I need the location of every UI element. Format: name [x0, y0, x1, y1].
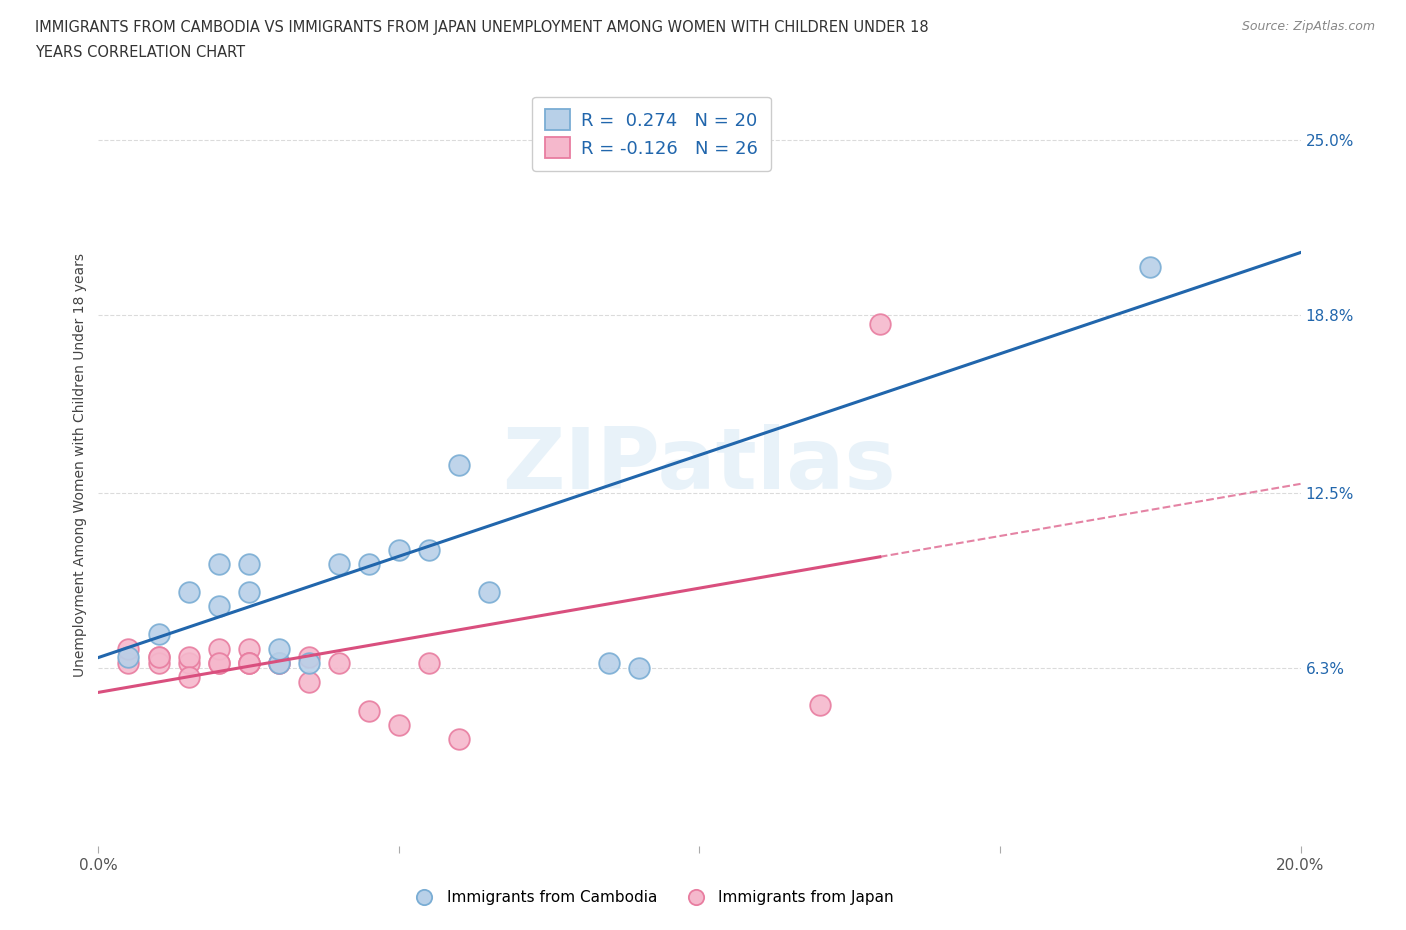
- Point: [808, 698, 831, 712]
- Point: [478, 585, 501, 600]
- Legend: Immigrants from Cambodia, Immigrants from Japan: Immigrants from Cambodia, Immigrants fro…: [402, 884, 900, 911]
- Point: [177, 656, 200, 671]
- Point: [357, 556, 380, 571]
- Text: ZIPatlas: ZIPatlas: [502, 423, 897, 507]
- Point: [357, 703, 380, 718]
- Point: [328, 656, 350, 671]
- Point: [267, 641, 290, 656]
- Point: [298, 675, 321, 690]
- Point: [117, 641, 139, 656]
- Point: [267, 656, 290, 671]
- Point: [148, 650, 170, 665]
- Point: [298, 650, 321, 665]
- Point: [148, 627, 170, 642]
- Text: Source: ZipAtlas.com: Source: ZipAtlas.com: [1241, 20, 1375, 33]
- Text: YEARS CORRELATION CHART: YEARS CORRELATION CHART: [35, 45, 245, 60]
- Point: [1139, 259, 1161, 274]
- Point: [208, 656, 231, 671]
- Text: IMMIGRANTS FROM CAMBODIA VS IMMIGRANTS FROM JAPAN UNEMPLOYMENT AMONG WOMEN WITH : IMMIGRANTS FROM CAMBODIA VS IMMIGRANTS F…: [35, 20, 929, 35]
- Point: [418, 656, 440, 671]
- Y-axis label: Unemployment Among Women with Children Under 18 years: Unemployment Among Women with Children U…: [73, 253, 87, 677]
- Point: [177, 670, 200, 684]
- Point: [298, 656, 321, 671]
- Point: [238, 656, 260, 671]
- Point: [598, 656, 620, 671]
- Point: [447, 458, 470, 472]
- Point: [418, 542, 440, 557]
- Point: [388, 717, 411, 732]
- Point: [177, 650, 200, 665]
- Point: [117, 656, 139, 671]
- Point: [177, 585, 200, 600]
- Point: [388, 542, 411, 557]
- Point: [208, 556, 231, 571]
- Point: [208, 641, 231, 656]
- Point: [148, 650, 170, 665]
- Point: [628, 661, 651, 676]
- Point: [328, 556, 350, 571]
- Point: [869, 316, 891, 331]
- Point: [238, 656, 260, 671]
- Point: [267, 656, 290, 671]
- Point: [238, 641, 260, 656]
- Point: [238, 585, 260, 600]
- Point: [447, 732, 470, 747]
- Point: [148, 656, 170, 671]
- Point: [117, 650, 139, 665]
- Point: [208, 656, 231, 671]
- Point: [238, 556, 260, 571]
- Point: [208, 599, 231, 614]
- Point: [267, 656, 290, 671]
- Point: [238, 656, 260, 671]
- Point: [568, 133, 591, 148]
